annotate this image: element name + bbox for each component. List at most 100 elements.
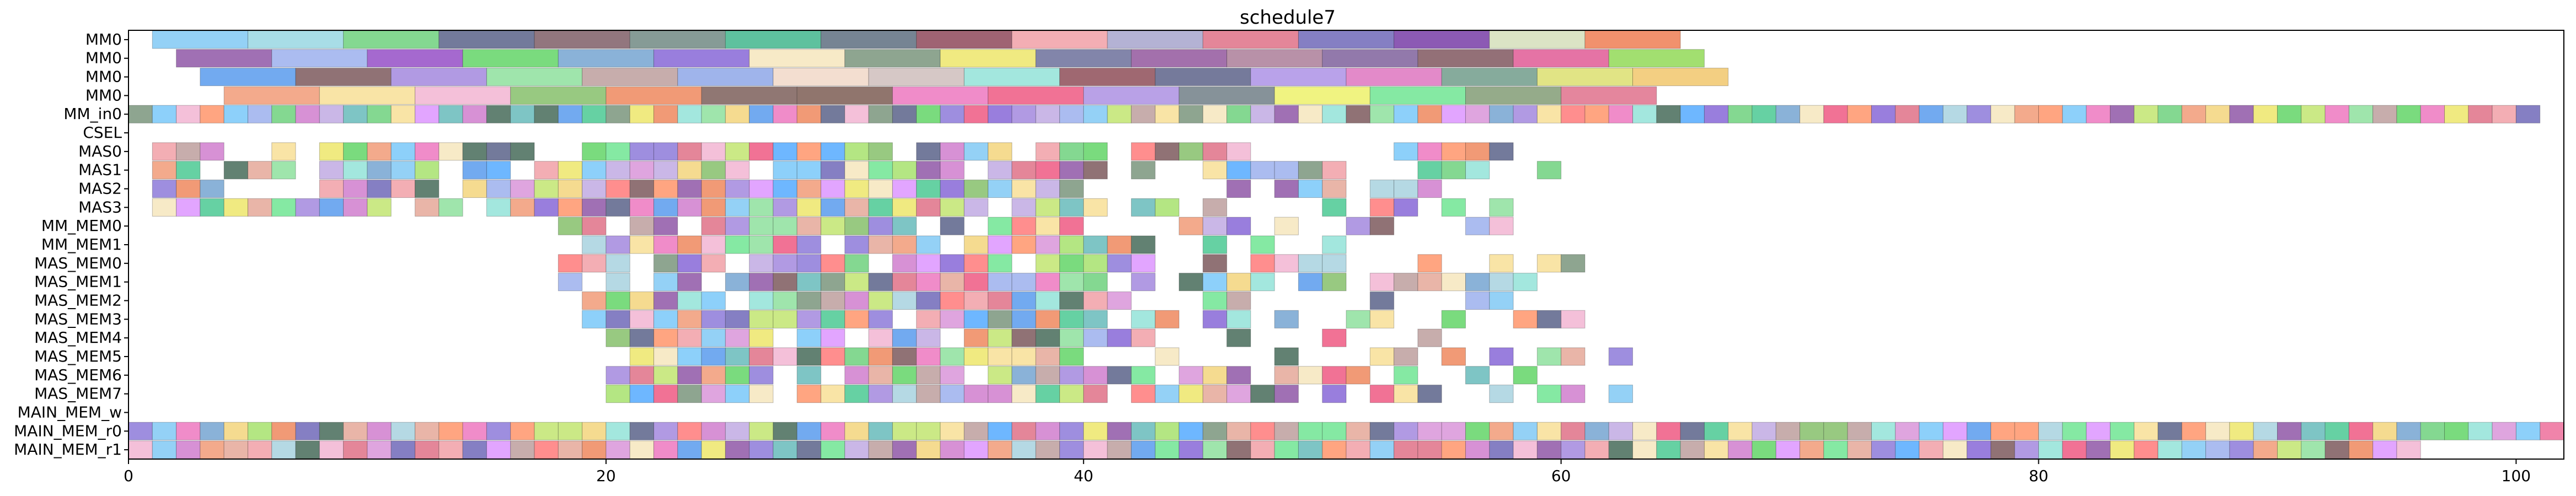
segment-bar <box>940 422 965 440</box>
segment-bar <box>606 254 630 273</box>
segment-bar <box>1441 347 1466 366</box>
segment-bar <box>653 179 678 198</box>
segment-bar <box>1083 310 1108 328</box>
segment-bar <box>844 142 869 161</box>
segment-bar <box>534 422 559 440</box>
segment-bar <box>701 422 726 440</box>
segment-bar <box>1632 422 1657 440</box>
segment-bar <box>1107 440 1132 459</box>
segment-bar <box>725 366 750 385</box>
task-bar <box>1155 67 1251 87</box>
segment-bar <box>749 235 774 254</box>
segment-bar <box>1227 440 1251 459</box>
segment-bar <box>606 161 630 180</box>
segment-bar <box>1083 440 1108 459</box>
y-tick-label: MAS_MEM2 <box>34 291 122 309</box>
segment-bar <box>1369 105 1395 123</box>
segment-bar <box>629 328 654 347</box>
segment-bar <box>2492 105 2516 123</box>
segment-bar <box>1274 347 1299 366</box>
segment-bar <box>1227 366 1251 385</box>
segment-bar <box>1680 105 1705 123</box>
segment-bar <box>963 105 989 123</box>
segment-bar <box>176 422 201 440</box>
segment-bar <box>1728 105 1753 123</box>
segment-bar <box>749 366 774 385</box>
segment-bar <box>1632 440 1657 459</box>
segment-bar <box>1561 440 1586 459</box>
segment-bar <box>1131 385 1156 403</box>
segment-bar <box>773 235 797 254</box>
segment-bar <box>653 310 678 328</box>
segment-bar <box>1465 440 1490 459</box>
segment-bar <box>1561 422 1586 440</box>
segment-bar <box>319 422 344 440</box>
segment-bar <box>868 217 893 235</box>
segment-bar <box>988 235 1013 254</box>
segment-bar <box>653 254 678 273</box>
segment-bar <box>510 440 535 459</box>
segment-bar <box>1990 105 2015 123</box>
segment-bar <box>343 105 368 123</box>
segment-bar <box>1227 179 1251 198</box>
task-bar <box>558 49 654 68</box>
segment-bar <box>677 254 702 273</box>
segment-bar <box>1059 198 1084 217</box>
segment-bar <box>868 198 893 217</box>
segment-bar <box>940 385 965 403</box>
y-tick-label: MM0 <box>85 30 122 48</box>
segment-bar <box>2420 105 2445 123</box>
segment-bar <box>1227 291 1251 310</box>
segment-bar <box>1346 440 1370 459</box>
segment-bar <box>701 385 726 403</box>
segment-bar <box>1298 273 1323 292</box>
y-tick-label: MAS_MEM3 <box>34 310 122 328</box>
segment-bar <box>963 385 989 403</box>
segment-bar <box>868 105 893 123</box>
segment-bar <box>844 217 869 235</box>
segment-bar <box>200 142 224 161</box>
segment-bar <box>1417 328 1442 347</box>
segment-bar <box>1274 385 1299 403</box>
segment-bar <box>1895 440 1920 459</box>
segment-bar <box>653 347 678 366</box>
segment-bar <box>606 198 630 217</box>
segment-bar <box>988 347 1013 366</box>
segment-bar <box>1823 422 1848 440</box>
y-tick-label: MM0 <box>85 68 122 86</box>
segment-bar <box>1942 440 1968 459</box>
segment-bar <box>1489 273 1514 292</box>
segment-bar <box>319 198 344 217</box>
segment-bar <box>1155 105 1180 123</box>
segment-bar <box>844 310 869 328</box>
task-bar <box>2540 422 2564 440</box>
segment-bar <box>1489 254 1514 273</box>
segment-bar <box>1202 385 1228 403</box>
segment-bar <box>2109 422 2135 440</box>
task-bar <box>821 30 917 49</box>
segment-bar <box>1202 235 1228 254</box>
segment-bar <box>1274 254 1299 273</box>
segment-bar <box>295 440 320 459</box>
segment-bar <box>1322 422 1347 440</box>
segment-bar <box>2086 422 2111 440</box>
segment-bar <box>701 105 726 123</box>
segment-bar <box>2277 422 2302 440</box>
segment-bar <box>390 161 416 180</box>
segment-bar <box>821 291 845 310</box>
segment-bar <box>988 142 1013 161</box>
segment-bar <box>606 328 630 347</box>
segment-bar <box>2301 440 2326 459</box>
segment-bar <box>152 198 177 217</box>
segment-bar <box>868 328 893 347</box>
segment-bar <box>1752 422 1776 440</box>
segment-bar <box>247 440 272 459</box>
segment-bar <box>916 254 941 273</box>
segment-bar <box>1728 440 1753 459</box>
segment-bar <box>629 161 654 180</box>
segment-bar <box>821 217 845 235</box>
segment-bar <box>606 235 630 254</box>
segment-bar <box>1131 422 1156 440</box>
segment-bar <box>2301 422 2326 440</box>
task-bar <box>1394 30 1490 49</box>
